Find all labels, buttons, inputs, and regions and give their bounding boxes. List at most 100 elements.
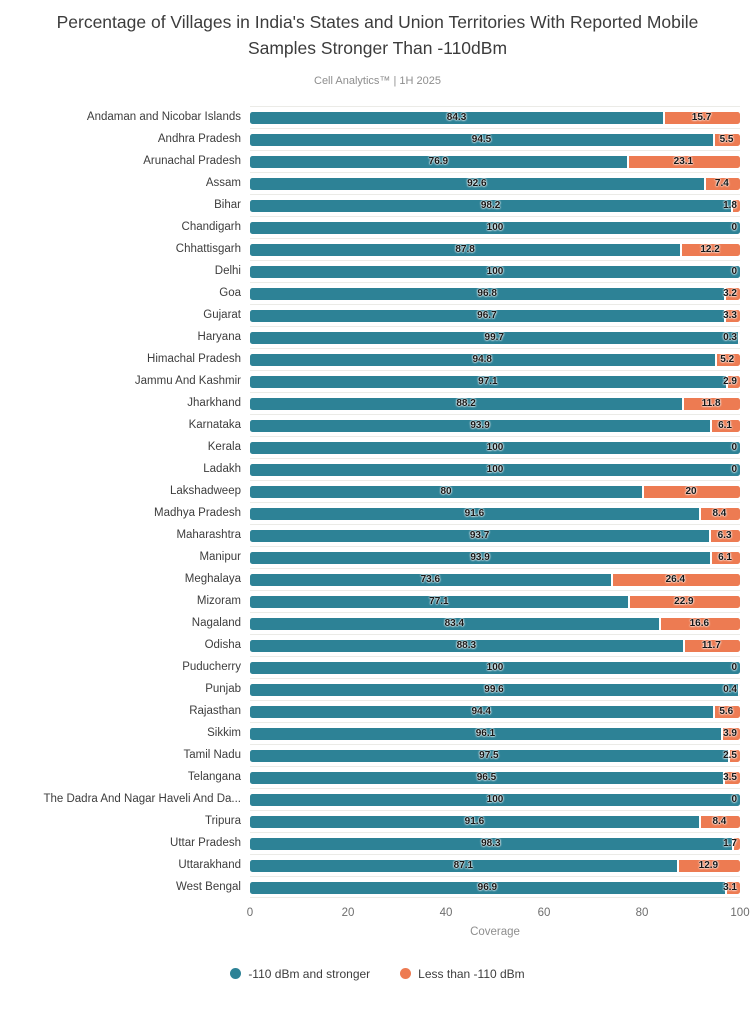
bar-segment-strong[interactable] xyxy=(250,375,726,388)
bar-segment-strong[interactable] xyxy=(250,353,715,366)
bar-segment-strong[interactable] xyxy=(250,859,677,872)
bar-segment-weak[interactable] xyxy=(712,705,740,718)
bar-segment-weak[interactable] xyxy=(723,309,740,322)
bar-segment-weak[interactable] xyxy=(682,397,740,410)
bar-segment-strong[interactable] xyxy=(250,419,711,432)
bar-segment-strong[interactable] xyxy=(250,331,738,344)
bar-row: 87.8 12.2 xyxy=(250,237,740,260)
bar-segment-weak[interactable] xyxy=(713,133,740,146)
stacked-bar xyxy=(250,705,740,718)
stacked-bar xyxy=(250,309,740,322)
bar-segment-weak[interactable] xyxy=(714,353,740,366)
bar-segment-weak[interactable] xyxy=(642,485,740,498)
legend-item-weak[interactable]: Less than -110 dBm xyxy=(400,967,525,981)
y-axis-label: Himachal Pradesh xyxy=(147,352,241,365)
bar-segment-weak[interactable] xyxy=(710,419,740,432)
bar-segment-strong[interactable] xyxy=(250,771,723,784)
bar-segment-strong[interactable] xyxy=(250,155,627,168)
value-label-strong: 96.8 xyxy=(477,287,497,299)
bar-segment-strong[interactable] xyxy=(250,507,699,520)
bar-segment-weak[interactable] xyxy=(731,199,740,212)
bar-segment-strong[interactable] xyxy=(250,287,725,300)
bar-segment-weak[interactable] xyxy=(610,573,740,586)
y-axis-label: Telangana xyxy=(187,770,241,783)
y-axis-label: Punjab xyxy=(205,682,241,695)
bar-segment-weak[interactable] xyxy=(627,595,740,608)
y-axis-label: Andaman and Nicobar Islands xyxy=(86,110,241,123)
bar-segment-weak[interactable] xyxy=(725,375,740,388)
bar-segment-strong[interactable] xyxy=(250,837,732,850)
legend-item-strong[interactable]: -110 dBm and stronger xyxy=(230,967,370,981)
value-label-weak: 5.5 xyxy=(719,133,734,145)
bar-segment-weak[interactable] xyxy=(698,507,740,520)
y-axis-label: Uttar Pradesh xyxy=(170,836,241,849)
bar-segment-strong[interactable] xyxy=(250,705,713,718)
bar-segment-strong[interactable] xyxy=(250,639,683,652)
y-axis-label: Odisha xyxy=(204,638,241,651)
bar-segment-weak[interactable] xyxy=(738,331,740,344)
bar-segment-weak[interactable] xyxy=(680,243,740,256)
value-label-weak: 3.5 xyxy=(723,771,737,783)
value-label-weak: 7.4 xyxy=(714,177,729,189)
bar-segment-strong[interactable] xyxy=(250,177,704,190)
x-axis-tick: 0 xyxy=(246,906,254,919)
bar-segment-weak[interactable] xyxy=(724,287,740,300)
stacked-bar xyxy=(250,507,740,520)
bar-segment-strong[interactable] xyxy=(250,617,659,630)
bar-segment-strong[interactable] xyxy=(250,133,714,146)
bar-segment-weak[interactable] xyxy=(709,529,740,542)
bar-segment-weak[interactable] xyxy=(626,155,740,168)
value-label-weak: 6.1 xyxy=(718,419,732,431)
value-label-weak: 0 xyxy=(731,793,737,805)
bar-segment-strong[interactable] xyxy=(250,815,699,828)
bar-row: 99.6 0.4 xyxy=(250,677,740,700)
bar-segment-weak[interactable] xyxy=(731,837,740,850)
value-label-strong: 96.5 xyxy=(476,771,497,783)
bar-segment-strong[interactable] xyxy=(250,551,711,564)
bar-segment-weak[interactable] xyxy=(724,881,740,894)
bar-segment-strong[interactable] xyxy=(250,199,732,212)
value-label-strong: 80 xyxy=(440,485,452,497)
bar-segment-strong[interactable] xyxy=(250,463,740,476)
bar-segment-strong[interactable] xyxy=(250,595,628,608)
bar-segment-strong[interactable] xyxy=(250,683,738,696)
bar-segment-weak[interactable] xyxy=(698,815,740,828)
bar-segment-strong[interactable] xyxy=(250,529,710,542)
stacked-bar xyxy=(250,639,740,652)
bar-row: 83.4 16.6 xyxy=(250,611,740,634)
bar-segment-weak[interactable] xyxy=(703,177,740,190)
bar-segment-strong[interactable] xyxy=(250,221,740,234)
value-label-weak: 6.1 xyxy=(718,551,732,563)
stacked-bar xyxy=(250,243,740,256)
bar-segment-strong[interactable] xyxy=(250,573,611,586)
bar-segment-strong[interactable] xyxy=(250,243,681,256)
bar-segment-weak[interactable] xyxy=(710,551,740,564)
bar-segment-strong[interactable] xyxy=(250,441,740,454)
bar-segment-strong[interactable] xyxy=(250,485,642,498)
bar-segment-weak[interactable] xyxy=(720,727,740,740)
bar-segment-strong[interactable] xyxy=(250,661,740,674)
bar-segment-weak[interactable] xyxy=(663,111,740,124)
value-label-strong: 87.1 xyxy=(453,859,474,871)
stacked-bar xyxy=(250,617,740,630)
bar-segment-strong[interactable] xyxy=(250,881,725,894)
bar-segment-strong[interactable] xyxy=(250,793,740,806)
bar-segment-weak[interactable] xyxy=(738,683,740,696)
bar-segment-strong[interactable] xyxy=(250,309,724,322)
y-axis-label: Delhi xyxy=(214,264,241,277)
bar-segment-strong[interactable] xyxy=(250,727,721,740)
y-axis-label: Bihar xyxy=(214,198,241,211)
bar-segment-weak[interactable] xyxy=(727,749,740,762)
value-label-strong: 96.1 xyxy=(475,727,496,739)
bar-segment-strong[interactable] xyxy=(250,265,740,278)
bar-segment-strong[interactable] xyxy=(250,397,683,410)
bar-segment-weak[interactable] xyxy=(658,617,740,630)
stacked-bar xyxy=(250,595,740,608)
bar-segment-strong[interactable] xyxy=(250,111,664,124)
bar-segment-weak[interactable] xyxy=(722,771,740,784)
bar-segment-weak[interactable] xyxy=(676,859,740,872)
bar-segment-weak[interactable] xyxy=(682,639,740,652)
value-label-strong: 100 xyxy=(486,463,504,475)
value-label-strong: 92.6 xyxy=(467,177,487,189)
bar-segment-strong[interactable] xyxy=(250,749,728,762)
